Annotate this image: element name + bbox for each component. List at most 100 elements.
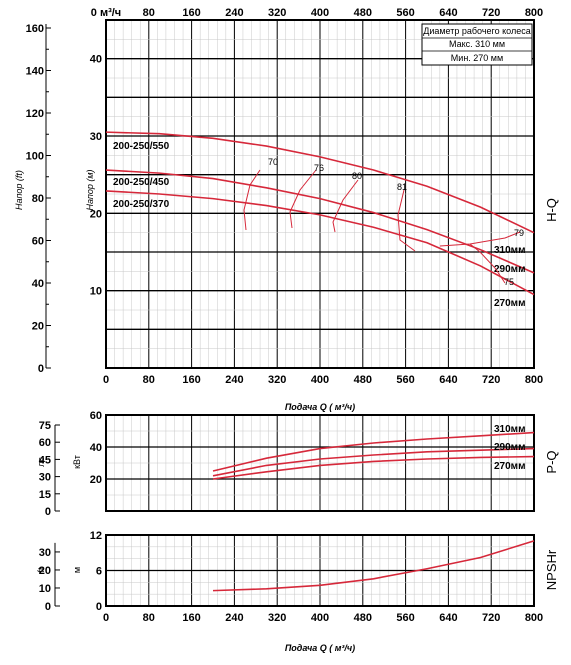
- pq-series-label: 290мм: [494, 442, 525, 453]
- x-top-tick-label: 720: [482, 7, 500, 19]
- y-hp-tick-label: 75: [39, 420, 51, 432]
- x-top-tick-label: 480: [354, 7, 372, 19]
- y-label-kw: кВт: [72, 455, 82, 469]
- npsh-side-label: NPSHr: [544, 549, 559, 590]
- y-kw-tick-label: 60: [90, 410, 102, 422]
- y-npsh-ft-tick-label: 30: [39, 547, 51, 559]
- y-label-m: Напор (м): [85, 169, 95, 210]
- pq-curve-2: [212, 455, 535, 480]
- hq-diameter-label: 310мм: [494, 245, 525, 256]
- legend-min: Мин. 270 мм: [451, 53, 503, 63]
- hq-diameter-label: 270мм: [494, 298, 525, 309]
- impeller-legend: Диаметр рабочего колеса Макс. 310 мм Мин…: [421, 23, 533, 66]
- y-npsh-ft-tick-label: 0: [45, 601, 51, 613]
- y-npsh-ft-tick-label: 20: [39, 565, 51, 577]
- pq-curve-1: [212, 447, 535, 477]
- x-bottom-tick-label: 640: [439, 374, 457, 386]
- y-hp-tick-label: 30: [39, 472, 51, 484]
- hq-side-label: H-Q: [544, 198, 559, 222]
- efficiency-curve: [469, 243, 506, 284]
- x-bottom-tick-label: 0: [103, 374, 109, 386]
- efficiency-label: 75: [504, 277, 514, 287]
- y-hp-tick-label: 45: [39, 454, 51, 466]
- hq-curve-1: [105, 169, 535, 274]
- x-npsh-tick-label: 160: [182, 612, 200, 624]
- efficiency-curve: [397, 189, 416, 252]
- x-bottom-tick-label: 560: [396, 374, 414, 386]
- x-bottom-tick-label: 320: [268, 374, 286, 386]
- x-npsh-tick-label: 400: [311, 612, 329, 624]
- y-ft-tick-label: 20: [32, 321, 44, 333]
- y-hp-tick-label: 60: [39, 437, 51, 449]
- y-npsh-m-tick-label: 0: [96, 601, 102, 613]
- y-label-hp: лс: [36, 457, 46, 467]
- x-npsh-tick-label: 0: [103, 612, 109, 624]
- y-label-npsh-ft: ft: [36, 567, 46, 573]
- pq-plot-frame: [105, 414, 535, 512]
- x-npsh-tick-label: 720: [482, 612, 500, 624]
- hq-diameter-label: 290мм: [494, 264, 525, 275]
- y-hp-tick-label: 15: [39, 489, 51, 501]
- y-m-tick-label: 40: [90, 54, 102, 66]
- y-ft-tick-label: 100: [26, 151, 44, 163]
- y-label-npsh-m: м: [72, 567, 82, 573]
- y-npsh-ft-tick-label: 10: [39, 583, 51, 595]
- pq-series-label: 270мм: [494, 461, 525, 472]
- x-npsh-tick-label: 480: [354, 612, 372, 624]
- y-ft-tick-label: 40: [32, 278, 44, 290]
- hq-panel: 200-250/550 200-250/450 200-250/370 310мм 29…: [14, 7, 559, 412]
- efficiency-curve: [439, 231, 521, 247]
- x-npsh-tick-label: 640: [439, 612, 457, 624]
- x-bottom-tick-label: 480: [354, 374, 372, 386]
- y-npsh-m-tick-label: 12: [90, 530, 102, 542]
- y-m-tick-label: 20: [90, 208, 102, 220]
- efficiency-label: 70: [268, 157, 278, 167]
- x-bottom-tick-label: 160: [182, 374, 200, 386]
- hq-series-label: 200-250/550: [113, 141, 170, 152]
- efficiency-curve: [289, 169, 317, 229]
- x-npsh-tick-label: 240: [225, 612, 243, 624]
- hq-series-label: 200-250/370: [113, 199, 170, 210]
- legend-title: Диаметр рабочего колеса: [423, 26, 531, 36]
- y-kw-tick-label: 40: [90, 442, 102, 454]
- x-label-3: Подача Q ( м³/ч): [285, 643, 355, 653]
- pq-panel: 310мм 290мм 270мм 20 40 60 0 15 30 45 60 75 лс кВт…: [36, 410, 559, 518]
- x-top-tick-label: 800: [525, 7, 543, 19]
- x-top-tick-label: 240: [225, 7, 243, 19]
- x-bottom-tick-label: 240: [225, 374, 243, 386]
- x-bottom-tick-label: 800: [525, 374, 543, 386]
- efficiency-label: 79: [514, 228, 524, 238]
- x-top-tick-label: 80: [143, 7, 155, 19]
- hq-plot-frame: [105, 19, 535, 369]
- x-npsh-tick-label: 800: [525, 612, 543, 624]
- x-top-tick-label: 0 м³/ч: [91, 7, 121, 19]
- npsh-panel: 0 6 12 0 10 20 30 0 80 160 240 320 400 480 560 640 720 80…: [36, 530, 559, 653]
- efficiency-label: 76: [314, 163, 324, 173]
- efficiency-curve: [332, 179, 359, 233]
- x-top-tick-label: 560: [396, 7, 414, 19]
- x-bottom-tick-label: 80: [143, 374, 155, 386]
- y-ft-tick-label: 120: [26, 108, 44, 120]
- x-top-tick-label: 320: [268, 7, 286, 19]
- pq-side-label: P-Q: [544, 450, 559, 473]
- y-m-tick-label: 10: [90, 286, 102, 298]
- x-label-1: Подача Q ( м³/ч): [285, 402, 355, 412]
- x-top-tick-label: 400: [311, 7, 329, 19]
- x-bottom-tick-label: 720: [482, 374, 500, 386]
- pq-curve-0: [212, 431, 535, 472]
- hq-series-label: 200-250/450: [113, 177, 170, 188]
- x-npsh-tick-label: 560: [396, 612, 414, 624]
- y-ft-tick-label: 160: [26, 23, 44, 35]
- hq-curve-2: [105, 190, 535, 296]
- efficiency-curve: [243, 169, 261, 231]
- y-label-ft: Напор (ft): [14, 170, 24, 210]
- legend-max: Макс. 310 мм: [449, 39, 505, 49]
- y-ft-tick-label: 80: [32, 193, 44, 205]
- y-m-tick-label: 30: [90, 131, 102, 143]
- y-npsh-m-tick-label: 6: [96, 566, 102, 578]
- x-top-tick-label: 160: [182, 7, 200, 19]
- y-ft-tick-label: 140: [26, 66, 44, 78]
- y-ft-tick-label: 60: [32, 236, 44, 248]
- npsh-curve-0: [212, 540, 535, 592]
